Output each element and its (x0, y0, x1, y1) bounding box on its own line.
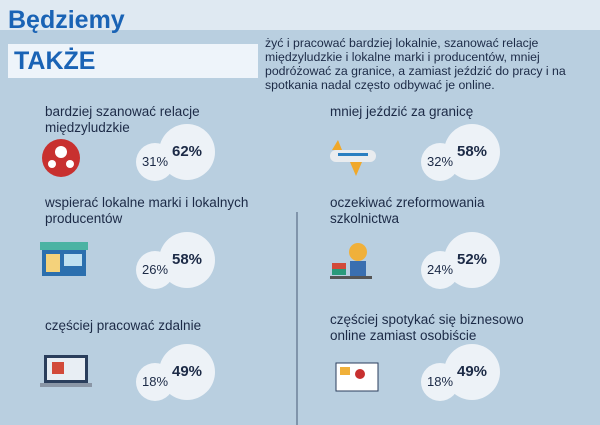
big-circle (159, 344, 215, 400)
big-circle (159, 232, 215, 288)
big-circle (444, 344, 500, 400)
intro: żyć i pracować bardziej lokalnie, szanow… (265, 36, 566, 92)
big-circle (444, 124, 500, 180)
item-label: bardziej szanować relacje międzyludzkie (45, 104, 200, 135)
small-percentage: 26% (141, 262, 169, 277)
header-band (0, 0, 600, 30)
small-percentage: 24% (426, 262, 454, 277)
item-label: częściej pracować zdalnie (45, 318, 202, 333)
icon-people (42, 139, 80, 177)
icon-shop (40, 242, 88, 276)
item-label: mniej jeździć za granicę (330, 104, 474, 119)
small-percentage: 32% (426, 154, 454, 169)
big-percentage: 49% (456, 363, 488, 380)
big-percentage: 52% (456, 251, 488, 268)
icon-video-call (335, 362, 379, 392)
big-percentage: 49% (171, 363, 203, 380)
small-percentage: 31% (141, 154, 169, 169)
item-label: oczekiwać zreformowania szkolnictwa (330, 195, 485, 226)
item-label: częściej spotykać się biznesowo online z… (330, 312, 524, 343)
icon-laptop (40, 355, 92, 387)
big-percentage: 58% (171, 251, 203, 268)
big-circle (444, 232, 500, 288)
big-circle (159, 124, 215, 180)
big-percentage: 58% (456, 143, 488, 160)
small-percentage: 18% (141, 374, 169, 389)
icon-teacher (330, 243, 372, 279)
title: Będziemy (8, 6, 125, 34)
icon-plane (330, 140, 376, 176)
small-percentage: 18% (426, 374, 454, 389)
subtitle: TAKŻE (8, 44, 258, 78)
big-percentage: 62% (171, 143, 203, 160)
item-label: wspierać lokalne marki i lokalnych produ… (45, 195, 249, 226)
